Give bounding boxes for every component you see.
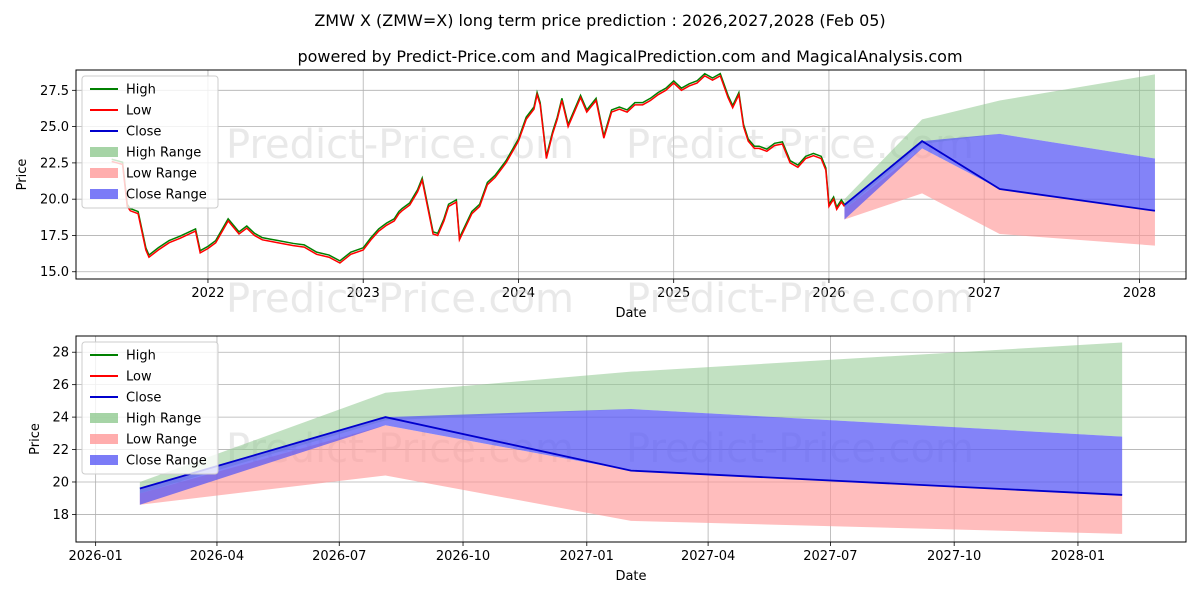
legend-label: Low [126,104,152,119]
x-axis-label: Date [615,306,646,321]
y-tick-label: 26 [52,378,69,393]
legend-label: Low Range [126,167,197,182]
plot-frame [75,69,1187,280]
bottom-panel: 2026-01 2026-04 2026-07 2026-10 2027-01 2027-… [28,335,1187,584]
x-tick-label: 2026-10 [436,549,490,564]
low-range-band [139,425,1123,534]
high-range-band [139,342,1123,494]
y-tick-label: 20 [52,475,69,490]
x-tick-label: 2028-01 [1051,549,1105,564]
legend-label: High Range [126,412,201,427]
x-tick-label: 2026-07 [312,549,366,564]
legend-swatch [90,434,118,444]
legend-label: Close [126,125,161,140]
legend-swatch [90,168,118,178]
x-tick-label: 2027-07 [803,549,857,564]
close-series-line [843,140,1156,212]
legend-label: High [126,83,156,98]
chart-subtitle: powered by Predict-Price.com and Magical… [297,47,962,66]
x-tick-label: 2022 [191,286,224,301]
legend-label: Close [126,391,161,406]
x-tick-label: 2027-10 [927,549,981,564]
x-tick-label: 2026-01 [68,549,122,564]
legend-swatch [90,147,118,157]
y-tick-label: 22 [52,443,69,458]
legend-label: Low Range [126,433,197,448]
y-tick-label: 20.0 [40,193,69,208]
legend-label: Close Range [126,188,207,203]
x-tick-label: 2026-04 [190,549,244,564]
x-tick-label: 2027 [968,286,1001,301]
y-tick-label: 25.0 [40,120,69,135]
watermark: Predict-Price.com [226,276,574,322]
x-tick-label: 2027-04 [681,549,735,564]
x-tick-label: 2027-01 [560,549,614,564]
legend-label: Close Range [126,454,207,469]
x-tick-label: 2024 [502,286,535,301]
low-series-line [111,74,846,264]
top-panel: 2022 2023 2024 2025 2026 2027 2028 15.0 17.5 20.0… [15,69,1187,322]
close-range-band [844,133,1155,220]
y-axis-label: Price [28,423,43,455]
close-series-line [139,416,1123,496]
x-axis-label: Date [615,569,646,584]
y-axis-label: Price [15,159,30,191]
plot-frame [75,335,1187,543]
legend-label: Low [126,370,152,385]
y-tick-label: 24 [52,411,69,426]
high-range-band [844,74,1155,210]
legend-swatch [90,413,118,423]
legend-swatch [90,455,118,465]
x-tick-label: 2023 [347,286,380,301]
y-tick-label: 27.5 [40,84,69,99]
close-range-band [139,408,1123,505]
x-tick-label: 2025 [657,286,690,301]
legend-swatch [90,189,118,199]
low-range-band [844,148,1155,246]
legend-label: High Range [126,146,201,161]
x-tick-label: 2028 [1123,286,1156,301]
y-tick-label: 28 [52,346,69,361]
legend-label: High [126,349,156,364]
y-tick-label: 17.5 [40,229,69,244]
watermark: Predict-Price.com [626,276,974,322]
y-tick-label: 15.0 [40,265,69,280]
y-tick-label: 18 [52,508,69,523]
y-tick-label: 22.5 [40,156,69,171]
x-tick-label: 2026 [812,286,845,301]
chart-title: ZMW X (ZMW=X) long term price prediction… [314,11,885,30]
